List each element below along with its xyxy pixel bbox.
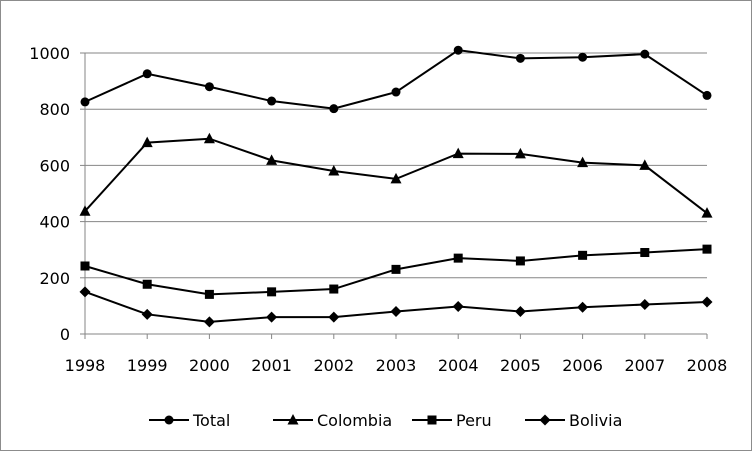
y-tick-label: 1000 [29, 44, 70, 63]
data-point-peru [640, 248, 650, 258]
series-markers [79, 45, 713, 328]
data-point-peru [391, 264, 401, 274]
data-point-bolivia [266, 311, 278, 323]
x-tick-label: 2000 [189, 356, 230, 375]
data-point-peru [515, 256, 525, 266]
data-point-bolivia [141, 308, 153, 320]
x-tick-label: 2002 [313, 356, 354, 375]
data-point-peru [453, 253, 463, 263]
x-tick-label: 2001 [251, 356, 292, 375]
legend-marker-square [427, 415, 437, 425]
data-point-peru [204, 289, 214, 299]
data-point-peru [702, 244, 712, 254]
x-tick-label: 2004 [438, 356, 479, 375]
data-point-colombia [514, 147, 526, 159]
legend-label: Bolivia [569, 411, 622, 430]
data-point-total [702, 90, 712, 100]
legend-item-peru: Peru [412, 411, 492, 430]
y-axis-tick-labels: 0 200 400 600 800 1000 [29, 44, 70, 344]
data-point-total [267, 96, 277, 106]
y-tick-label: 200 [39, 269, 70, 288]
data-point-bolivia [390, 306, 402, 318]
data-point-colombia [701, 207, 713, 218]
data-point-total [142, 69, 152, 79]
y-tick-label: 0 [60, 325, 70, 344]
y-tick-label: 600 [39, 156, 70, 175]
y-tick-label: 800 [39, 100, 70, 119]
data-point-total [80, 97, 90, 107]
data-point-total [329, 104, 339, 114]
data-point-colombia [390, 172, 402, 184]
data-point-colombia [266, 154, 278, 165]
data-point-bolivia [79, 286, 91, 298]
data-point-colombia [141, 136, 153, 148]
data-point-bolivia [328, 311, 340, 323]
legend: Total Colombia Peru Bolivia [149, 411, 622, 430]
legend-marker-diamond [539, 414, 551, 426]
data-point-bolivia [639, 298, 651, 310]
data-point-colombia [328, 165, 340, 176]
data-point-bolivia [701, 296, 713, 308]
data-point-total [391, 87, 401, 97]
legend-item-bolivia: Bolivia [525, 411, 622, 430]
legend-marker-circle [164, 415, 174, 425]
data-point-total [640, 49, 650, 59]
data-point-peru [267, 287, 277, 297]
data-point-bolivia [203, 316, 215, 328]
series-line-total [84, 49, 708, 110]
legend-label: Peru [456, 411, 492, 430]
legend-item-colombia: Colombia [273, 411, 392, 430]
data-point-peru [80, 261, 90, 271]
legend-marker-triangle [287, 414, 299, 425]
legend-label: Colombia [317, 411, 392, 430]
x-tick-label: 2003 [376, 356, 417, 375]
x-tick-label: 2008 [687, 356, 728, 375]
x-tick-label: 1998 [65, 356, 106, 375]
x-axis-tick-labels: 1998 1999 2000 2001 2002 2003 2004 2005 2006 2007… [65, 356, 728, 375]
x-tick-label: 2007 [624, 356, 665, 375]
data-point-total [515, 53, 525, 63]
axes [80, 52, 708, 339]
data-point-colombia [639, 159, 651, 170]
x-tick-label: 1999 [127, 356, 168, 375]
gridlines [85, 52, 707, 279]
data-point-total [578, 52, 588, 62]
x-tick-label: 2006 [562, 356, 603, 375]
data-point-colombia [577, 156, 589, 168]
data-point-peru [329, 284, 339, 294]
data-point-total [204, 82, 214, 92]
data-point-colombia [452, 147, 464, 159]
data-point-colombia [203, 132, 215, 144]
data-point-bolivia [452, 300, 464, 312]
legend-label: Total [192, 411, 230, 430]
data-point-colombia [79, 205, 91, 216]
data-point-peru [578, 250, 588, 260]
legend-item-total: Total [149, 411, 230, 430]
y-tick-label: 400 [39, 213, 70, 232]
x-tick-label: 2005 [500, 356, 541, 375]
data-point-bolivia [514, 306, 526, 318]
data-point-total [453, 45, 463, 55]
data-point-peru [142, 279, 152, 289]
data-point-bolivia [577, 301, 589, 313]
